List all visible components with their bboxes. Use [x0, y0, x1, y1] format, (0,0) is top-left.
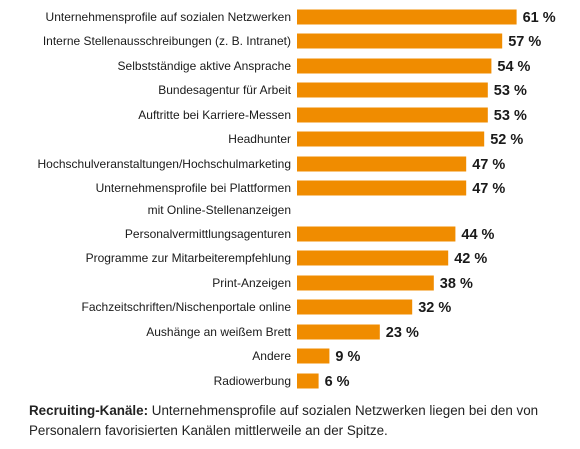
bar	[297, 275, 434, 291]
value-label: 38 %	[440, 276, 473, 292]
category-label: Headhunter	[228, 132, 291, 146]
category-label: Unternehmensprofile auf sozialen Netzwer…	[46, 10, 291, 24]
caption-bold-label: Recruiting-Kanäle:	[29, 403, 149, 418]
bar-chart: Unternehmensprofile auf sozialen Netzwer…	[38, 9, 556, 390]
bar	[297, 250, 449, 266]
chart-caption: Recruiting-Kanäle: Unternehmensprofile a…	[29, 401, 569, 441]
category-label: Fachzeitschriften/Nischenportale online	[82, 300, 292, 314]
value-label: 42 %	[454, 251, 487, 267]
bar	[297, 107, 488, 123]
value-label: 44 %	[461, 227, 494, 243]
category-label: Selbstständige aktive Ansprache	[118, 59, 292, 73]
bar	[297, 33, 503, 49]
bar	[297, 58, 492, 74]
value-label: 57 %	[508, 34, 541, 50]
value-label: 61 %	[523, 10, 556, 26]
value-label: 47 %	[472, 157, 505, 173]
bar	[297, 324, 380, 340]
bar	[297, 226, 456, 242]
category-label: Personalvermittlungsagenturen	[125, 227, 291, 241]
bar	[297, 82, 488, 98]
value-label: 47 %	[472, 181, 505, 197]
category-label: Hochschulveranstaltungen/Hochschulmarket…	[38, 157, 291, 171]
category-label: Andere	[252, 349, 291, 363]
value-label: 52 %	[490, 132, 523, 148]
category-label: Unternehmensprofile bei Plattformen	[96, 181, 291, 195]
category-label: Programme zur Mitarbeiterempfehlung	[86, 251, 291, 265]
value-label: 53 %	[494, 108, 527, 124]
caption-text: Unternehmensprofile auf sozialen Netzwer…	[29, 403, 539, 438]
value-label: 32 %	[418, 300, 451, 316]
category-label: Print-Anzeigen	[212, 276, 291, 290]
category-label: Bundesagentur für Arbeit	[158, 83, 291, 97]
value-label: 54 %	[497, 59, 530, 75]
bar	[297, 348, 330, 364]
category-label: Radiowerbung	[214, 374, 291, 388]
category-label: Aushänge an weißem Brett	[146, 325, 291, 339]
value-label: 9 %	[335, 349, 360, 365]
bar	[297, 131, 485, 147]
value-label: 23 %	[386, 325, 419, 341]
bar	[297, 9, 517, 25]
category-label: mit Online-Stellenanzeigen	[148, 203, 291, 217]
category-label: Auftritte bei Karriere-Messen	[138, 108, 291, 122]
value-label: 53 %	[494, 83, 527, 99]
category-label: Interne Stellenausschreibungen (z. B. In…	[43, 34, 291, 48]
bar	[297, 156, 467, 172]
bar	[297, 299, 413, 315]
value-label: 6 %	[325, 374, 350, 390]
bar	[297, 373, 319, 389]
bar	[297, 180, 467, 196]
